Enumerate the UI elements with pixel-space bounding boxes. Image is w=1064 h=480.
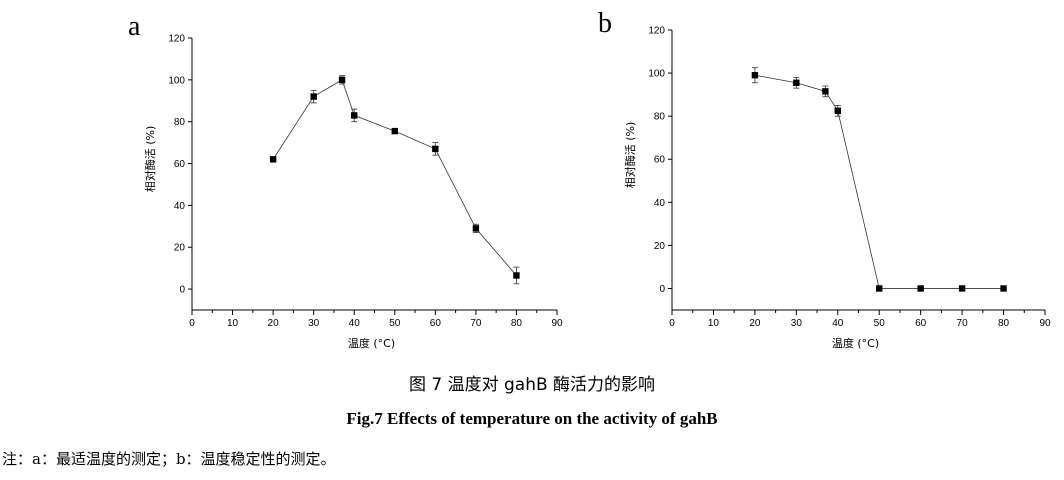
y-tick-label: 120 [168, 34, 185, 45]
x-tick-label: 60 [430, 318, 442, 329]
data-point [472, 225, 480, 232]
data-point [876, 285, 883, 292]
x-tick-label: 80 [511, 318, 523, 329]
y-tick-label: 40 [654, 198, 666, 209]
x-tick-label: 60 [915, 318, 927, 329]
data-point [1000, 285, 1007, 292]
figure-caption-chinese: 图 7 温度对 gahB 酶活力的影响 [408, 375, 656, 395]
x-tick-label: 30 [791, 318, 803, 329]
y-tick-label: 60 [174, 159, 186, 170]
x-tick-label: 70 [957, 318, 969, 329]
data-point [822, 88, 829, 95]
x-tick-label: 40 [832, 318, 844, 329]
data-point [391, 127, 398, 135]
y-tick-label: 40 [174, 201, 186, 212]
data-point [351, 112, 358, 119]
figure-caption-english: Fig.7 Effects of temperature on the acti… [346, 409, 718, 428]
x-tick-label: 10 [227, 318, 239, 329]
data-point [432, 145, 439, 153]
figure-note: 注：a：最适温度的测定；b：温度稳定性的测定。 [2, 450, 336, 468]
y-tick-label: 80 [174, 117, 186, 128]
chart-panel-a: a 0 20 40 60 80 100 120 0 10 20 30 40 50 60 70 80 90 温度 (°… [128, 11, 563, 350]
panel-label: b [598, 8, 612, 39]
x-tick-label: 90 [551, 318, 563, 329]
y-tick-label: 60 [654, 155, 666, 166]
y-tick-label: 100 [648, 69, 665, 80]
y-tick-label: 120 [648, 26, 665, 37]
x-axis-label: 温度 (°C) [832, 336, 879, 350]
y-axis-label: 相对酶活 (%) [143, 126, 157, 193]
x-tick-label: 20 [268, 318, 280, 329]
x-tick-label: 0 [189, 318, 195, 329]
data-point [834, 107, 841, 114]
x-tick-label: 20 [749, 318, 761, 329]
y-tick-label: 80 [654, 112, 666, 123]
data-point [513, 272, 520, 279]
x-axis-label: 温度 (°C) [348, 336, 395, 350]
y-tick-label: 0 [659, 284, 665, 295]
x-tick-label: 10 [708, 318, 720, 329]
data-point [269, 156, 277, 163]
data-point [793, 79, 800, 86]
x-tick-label: 50 [389, 318, 401, 329]
x-tick-label: 80 [998, 318, 1010, 329]
x-tick-label: 30 [308, 318, 320, 329]
y-tick-label: 20 [174, 243, 186, 254]
y-tick-label: 100 [168, 75, 185, 86]
y-axis-label: 相对酶活 (%) [623, 122, 637, 189]
data-point [751, 72, 759, 79]
data-point [338, 76, 346, 84]
panel-label: a [128, 11, 141, 42]
series-line [754, 74, 1004, 289]
x-tick-label: 50 [874, 318, 886, 329]
x-tick-label: 40 [349, 318, 361, 329]
x-tick-label: 90 [1039, 318, 1051, 329]
data-point [310, 93, 317, 100]
chart-panel-b: b 0 20 40 60 80 100 120 0 10 20 30 40 50 60 70 80 90 温度 (°… [598, 8, 1051, 350]
x-tick-label: 70 [470, 318, 482, 329]
data-point [917, 285, 924, 292]
y-tick-label: 0 [179, 285, 185, 296]
series-line [272, 79, 517, 276]
y-tick-label: 20 [654, 241, 666, 252]
data-point [958, 285, 966, 292]
x-tick-label: 0 [669, 318, 675, 329]
